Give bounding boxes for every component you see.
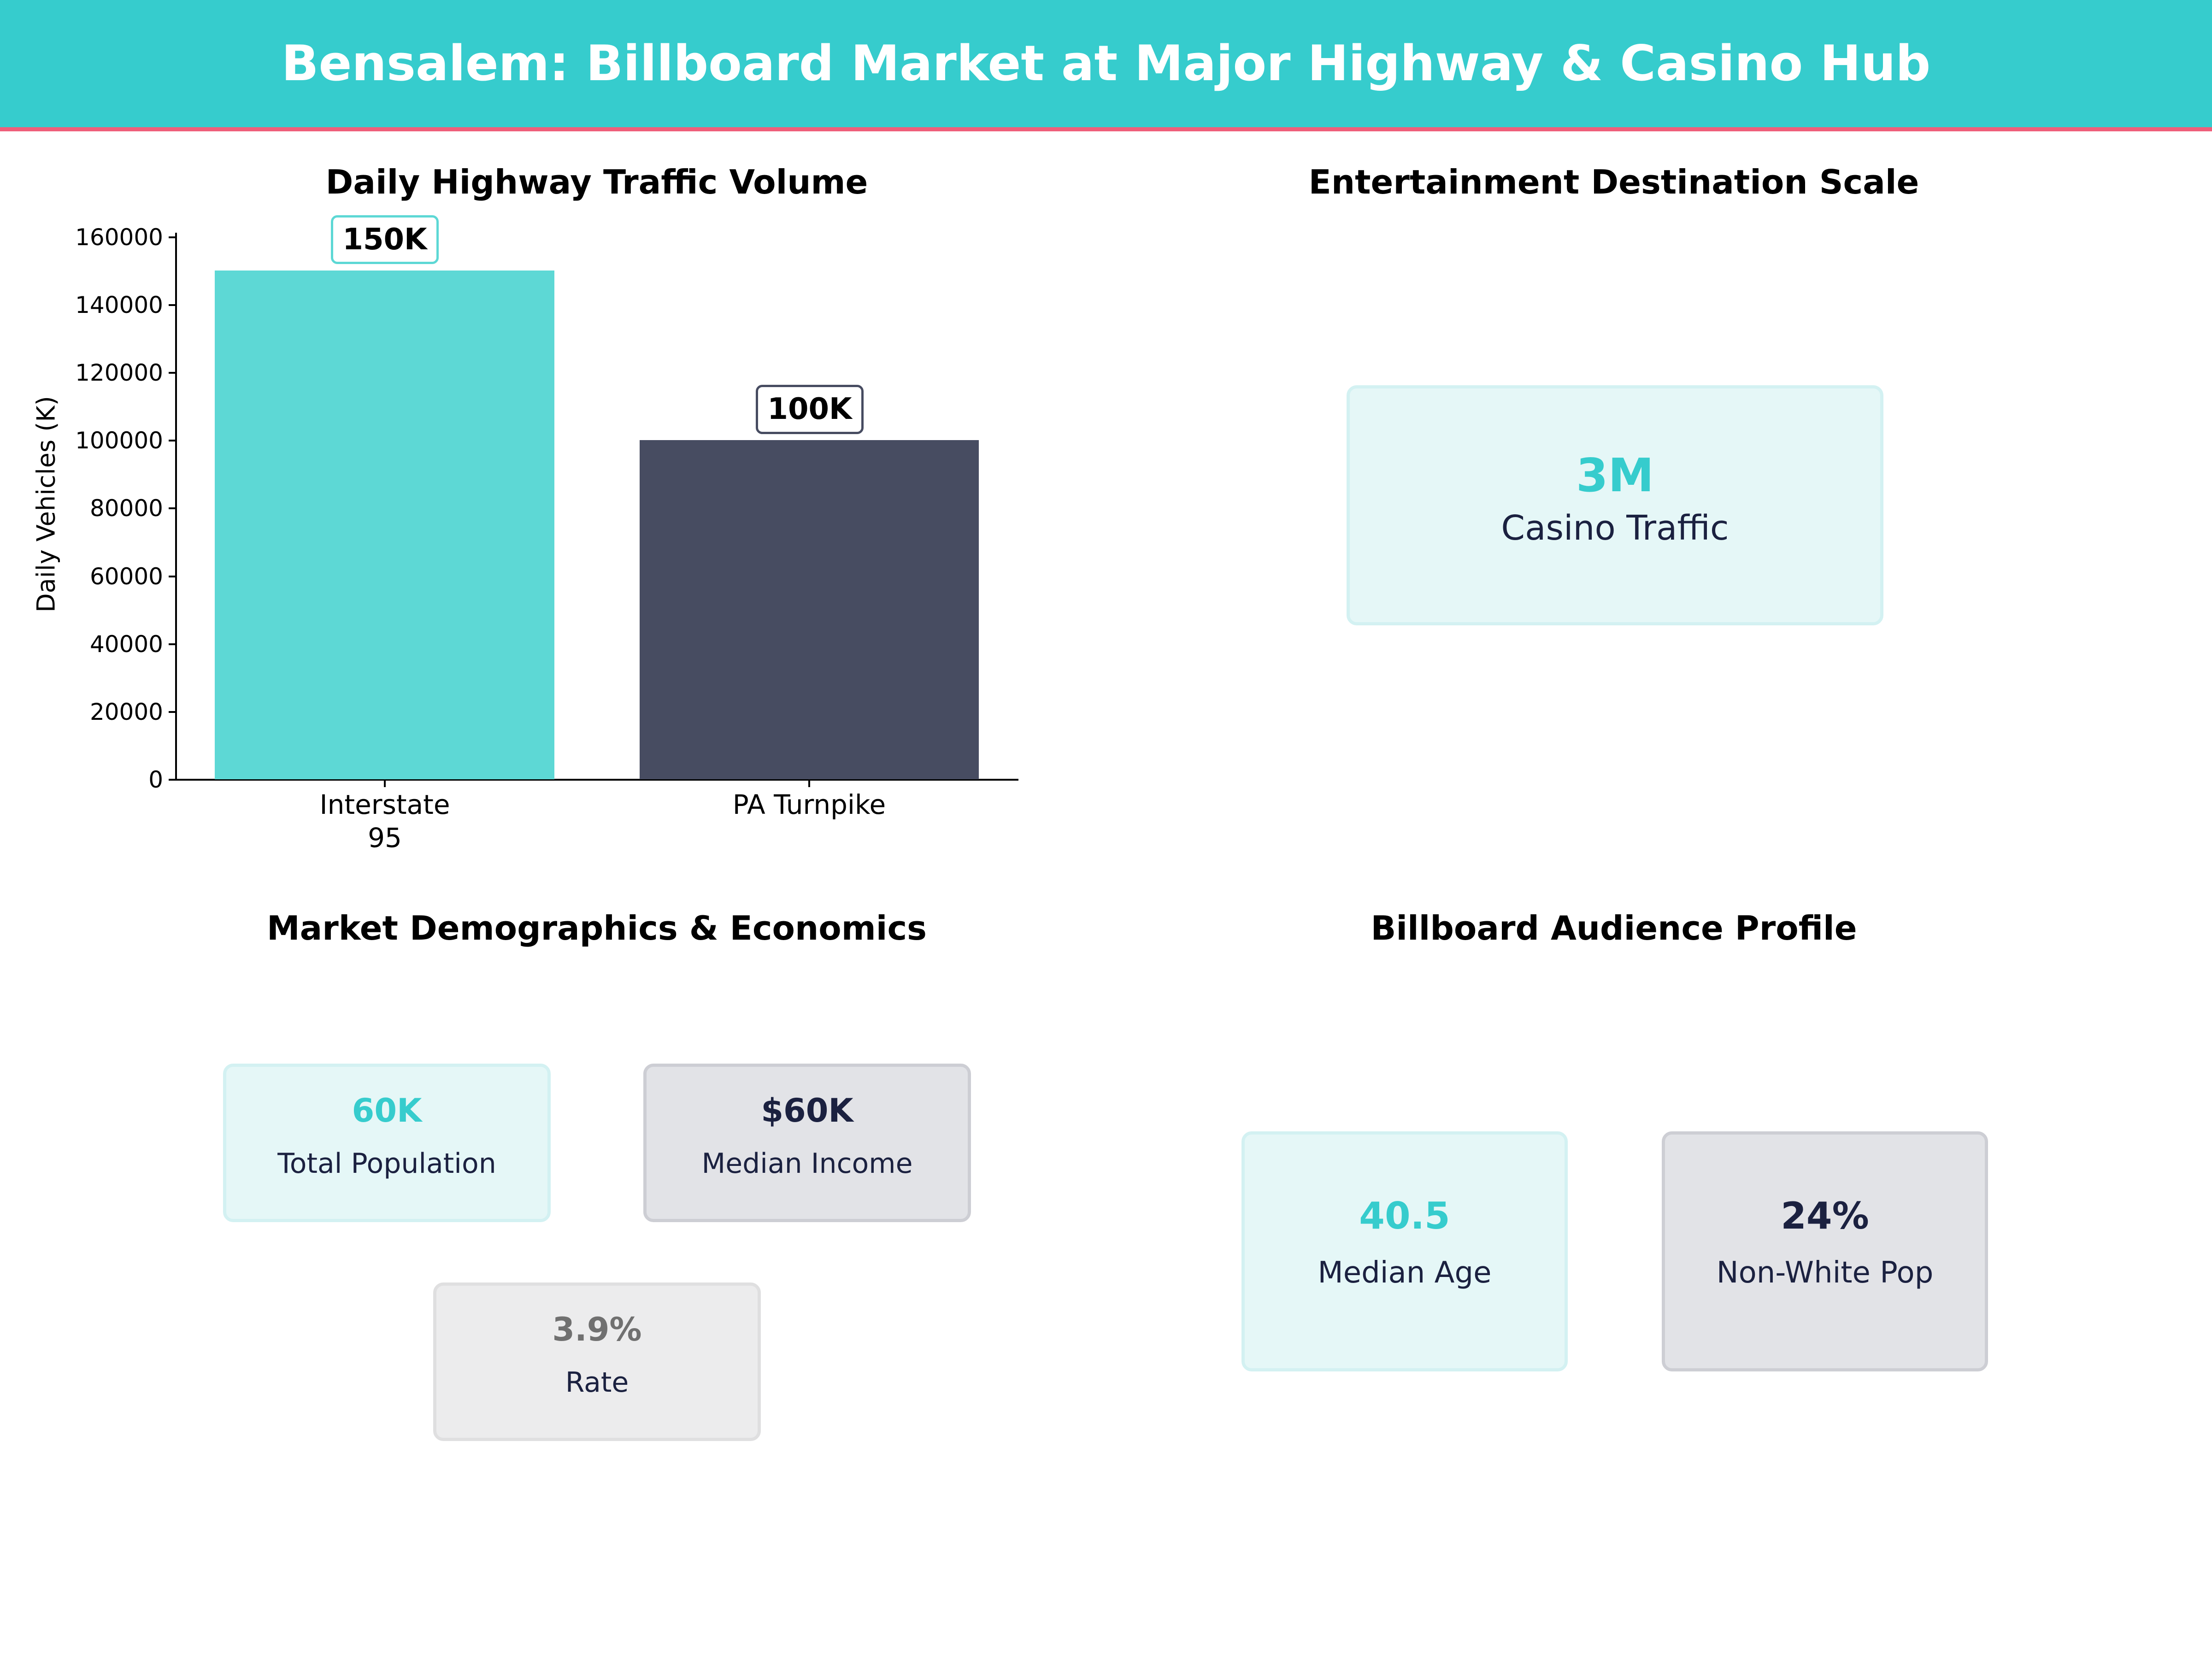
y-tick bbox=[169, 779, 175, 781]
x-tick-label-line1: Interstate bbox=[319, 789, 450, 820]
x-axis-spine bbox=[175, 779, 1018, 781]
kpi-label: Median Income bbox=[701, 1147, 913, 1180]
x-tick bbox=[808, 781, 810, 787]
kpi-value: $60K bbox=[761, 1092, 853, 1130]
y-tick bbox=[169, 304, 175, 306]
bar-pa-turnpike[interactable] bbox=[640, 440, 979, 779]
entertainment-title: Entertainment Destination Scale bbox=[1308, 163, 1919, 201]
y-tick-label: 60000 bbox=[89, 563, 163, 590]
y-tick bbox=[169, 711, 175, 713]
kpi-value: 60K bbox=[352, 1092, 422, 1130]
rate-card: 3.9% Rate bbox=[433, 1282, 761, 1441]
x-tick-label-line1: PA Turnpike bbox=[732, 789, 886, 820]
y-tick-label: 100000 bbox=[75, 427, 163, 454]
audience-title: Billboard Audience Profile bbox=[1371, 909, 1857, 947]
y-tick-label: 80000 bbox=[89, 495, 163, 522]
kpi-label: Total Population bbox=[277, 1147, 496, 1180]
kpi-label: Casino Traffic bbox=[1501, 508, 1729, 548]
median-income-card: $60K Median Income bbox=[643, 1064, 971, 1222]
kpi-value: 3.9% bbox=[552, 1311, 642, 1348]
y-axis-spine bbox=[175, 233, 177, 781]
kpi-value: 3M bbox=[1576, 448, 1654, 502]
bar-value-label: 100K bbox=[756, 385, 864, 434]
x-tick-label: Interstate 95 bbox=[224, 788, 546, 854]
demographics-title: Market Demographics & Economics bbox=[267, 909, 927, 947]
bar-value-label: 150K bbox=[331, 215, 439, 264]
y-tick bbox=[169, 236, 175, 238]
page-title: Bensalem: Billboard Market at Major High… bbox=[281, 35, 1931, 92]
x-tick-label: PA Turnpike bbox=[648, 788, 971, 821]
y-tick-label: 20000 bbox=[89, 699, 163, 725]
y-tick bbox=[169, 372, 175, 374]
kpi-value: 40.5 bbox=[1359, 1194, 1450, 1237]
y-tick bbox=[169, 576, 175, 577]
kpi-value: 24% bbox=[1781, 1194, 1869, 1237]
y-tick bbox=[169, 643, 175, 645]
y-tick bbox=[169, 507, 175, 509]
header-banner bbox=[0, 0, 2212, 127]
kpi-label: Median Age bbox=[1318, 1256, 1492, 1290]
header-accent-line bbox=[0, 127, 2212, 131]
bar-interstate-95[interactable] bbox=[215, 271, 554, 779]
traffic-chart-title: Daily Highway Traffic Volume bbox=[325, 163, 868, 201]
x-tick-label-line2: 95 bbox=[368, 822, 402, 853]
y-tick-label: 120000 bbox=[75, 359, 163, 386]
kpi-label: Rate bbox=[565, 1366, 629, 1399]
x-tick bbox=[384, 781, 386, 787]
total-population-card: 60K Total Population bbox=[223, 1064, 551, 1222]
median-age-card: 40.5 Median Age bbox=[1241, 1131, 1568, 1371]
y-tick bbox=[169, 440, 175, 441]
y-tick-label: 40000 bbox=[89, 631, 163, 658]
y-tick-label: 0 bbox=[148, 766, 163, 793]
y-tick-label: 160000 bbox=[75, 224, 163, 251]
kpi-label: Non-White Pop bbox=[1716, 1256, 1934, 1290]
y-tick-label: 140000 bbox=[75, 292, 163, 318]
casino-traffic-card: 3M Casino Traffic bbox=[1347, 385, 1883, 625]
non-white-pop-card: 24% Non-White Pop bbox=[1662, 1131, 1988, 1371]
